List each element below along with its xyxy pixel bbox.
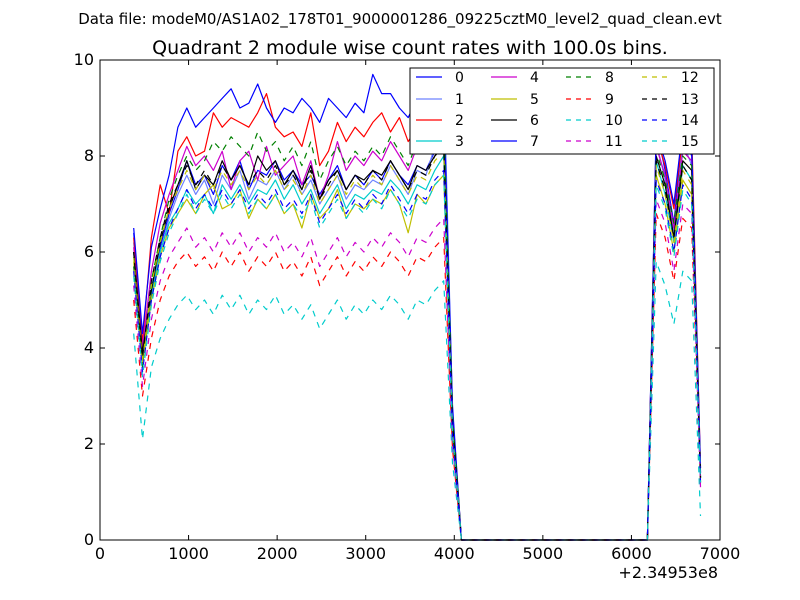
series-line-11 [133, 198, 702, 541]
chart-title: Quadrant 2 module wise count rates with … [152, 37, 668, 59]
y-tick-label: 0 [84, 530, 94, 549]
legend-label-5: 5 [530, 92, 539, 108]
legend-label-0: 0 [455, 70, 464, 86]
legend-label-1: 1 [455, 92, 464, 108]
legend-label-2: 2 [455, 113, 464, 129]
data-file-suptitle: Data file: modeM0/AS1A02_178T01_90000012… [78, 10, 722, 29]
legend-label-9: 9 [605, 92, 614, 108]
plot-frame [99, 59, 721, 541]
y-tick-labels: 0 2 4 6 8 10 [74, 50, 94, 549]
x-tick-label: 5000 [522, 544, 563, 563]
x-tick-label: 6000 [611, 544, 652, 563]
x-offset-label: +2.34953e8 [618, 563, 718, 582]
x-tick-labels: 0 1000 2000 3000 4000 5000 6000 7000 [95, 544, 740, 563]
x-tick-label: 4000 [434, 544, 475, 563]
x-tick-label: 2000 [257, 544, 298, 563]
x-tick-label: 1000 [168, 544, 209, 563]
x-tick-label: 3000 [345, 544, 386, 563]
legend-label-8: 8 [605, 70, 614, 86]
legend-label-15: 15 [681, 134, 699, 150]
y-tick-label: 8 [84, 146, 94, 165]
legend-label-10: 10 [605, 113, 623, 129]
legend-label-14: 14 [681, 113, 699, 129]
y-tick-label: 2 [84, 434, 94, 453]
legend-label-7: 7 [530, 134, 539, 150]
y-tick-label: 6 [84, 242, 94, 261]
x-tick-label: 7000 [700, 544, 741, 563]
legend-label-4: 4 [530, 70, 539, 86]
legend-label-3: 3 [455, 134, 464, 150]
y-tick-label: 4 [84, 338, 94, 357]
series-line-10 [133, 261, 702, 541]
legend-label-13: 13 [681, 92, 699, 108]
x-tick-label: 0 [95, 544, 105, 563]
legend-label-11: 11 [605, 134, 623, 150]
series-line-15 [133, 174, 702, 541]
legend-frame [409, 67, 715, 155]
y-tick-label: 10 [74, 50, 94, 69]
legend-label-6: 6 [530, 113, 539, 129]
legend-label-12: 12 [681, 70, 699, 86]
